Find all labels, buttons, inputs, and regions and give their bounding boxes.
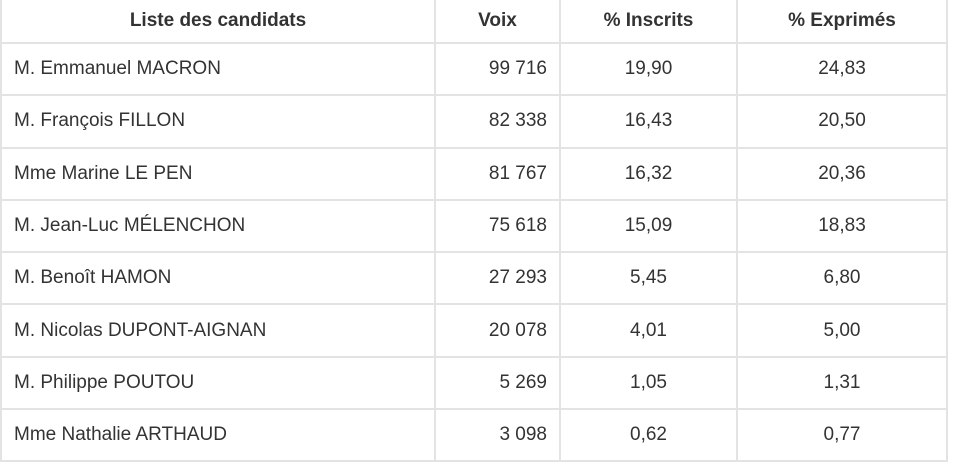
pct-exprimes-cell: 18,83 bbox=[736, 198, 948, 254]
pct-inscrits-cell: 16,32 bbox=[559, 146, 738, 201]
header-candidats: Liste des candidats bbox=[0, 0, 436, 44]
candidate-name: M. Philippe POUTOU bbox=[0, 355, 436, 411]
pct-inscrits-cell: 1,05 bbox=[559, 355, 738, 411]
pct-exprimes-cell: 20,36 bbox=[736, 146, 948, 201]
table-row: M. Benoît HAMON 27 293 5,45 6,80 bbox=[0, 251, 948, 306]
table-row: Mme Marine LE PEN 81 767 16,32 20,36 bbox=[0, 146, 948, 201]
pct-exprimes-cell: 20,50 bbox=[736, 94, 948, 149]
pct-inscrits-cell: 16,43 bbox=[559, 94, 738, 149]
pct-exprimes-cell: 1,31 bbox=[736, 355, 948, 411]
votes-cell: 5 269 bbox=[434, 355, 561, 411]
votes-cell: 81 767 bbox=[434, 146, 561, 201]
votes-cell: 20 078 bbox=[434, 303, 561, 358]
votes-cell: 82 338 bbox=[434, 94, 561, 149]
table-row: M. Jean-Luc MÉLENCHON 75 618 15,09 18,83 bbox=[0, 198, 948, 254]
votes-cell: 27 293 bbox=[434, 251, 561, 306]
votes-cell: 3 098 bbox=[434, 408, 561, 462]
table-row: M. Emmanuel MACRON 99 716 19,90 24,83 bbox=[0, 41, 948, 97]
header-voix: Voix bbox=[434, 0, 561, 44]
candidate-name: M. Nicolas DUPONT-AIGNAN bbox=[0, 303, 436, 358]
candidate-name: M. Jean-Luc MÉLENCHON bbox=[0, 198, 436, 254]
candidate-name: M. Benoît HAMON bbox=[0, 251, 436, 306]
pct-inscrits-cell: 0,62 bbox=[559, 408, 738, 462]
pct-inscrits-cell: 4,01 bbox=[559, 303, 738, 358]
candidate-name: Mme Marine LE PEN bbox=[0, 146, 436, 201]
table-row: M. Philippe POUTOU 5 269 1,05 1,31 bbox=[0, 355, 948, 411]
pct-exprimes-cell: 0,77 bbox=[736, 408, 948, 462]
votes-cell: 75 618 bbox=[434, 198, 561, 254]
header-exprimes: % Exprimés bbox=[736, 0, 948, 44]
pct-exprimes-cell: 24,83 bbox=[736, 41, 948, 97]
pct-exprimes-cell: 6,80 bbox=[736, 251, 948, 306]
pct-inscrits-cell: 15,09 bbox=[559, 198, 738, 254]
pct-inscrits-cell: 19,90 bbox=[559, 41, 738, 97]
candidate-name: Mme Nathalie ARTHAUD bbox=[0, 408, 436, 462]
pct-exprimes-cell: 5,00 bbox=[736, 303, 948, 358]
candidate-name: M. Emmanuel MACRON bbox=[0, 41, 436, 97]
candidate-name: M. François FILLON bbox=[0, 94, 436, 149]
header-inscrits: % Inscrits bbox=[559, 0, 738, 44]
header-row: Liste des candidats Voix % Inscrits % Ex… bbox=[0, 0, 948, 44]
table-row: Mme Nathalie ARTHAUD 3 098 0,62 0,77 bbox=[0, 408, 948, 462]
table-row: M. Nicolas DUPONT-AIGNAN 20 078 4,01 5,00 bbox=[0, 303, 948, 358]
votes-cell: 99 716 bbox=[434, 41, 561, 97]
pct-inscrits-cell: 5,45 bbox=[559, 251, 738, 306]
table-row: M. François FILLON 82 338 16,43 20,50 bbox=[0, 94, 948, 149]
